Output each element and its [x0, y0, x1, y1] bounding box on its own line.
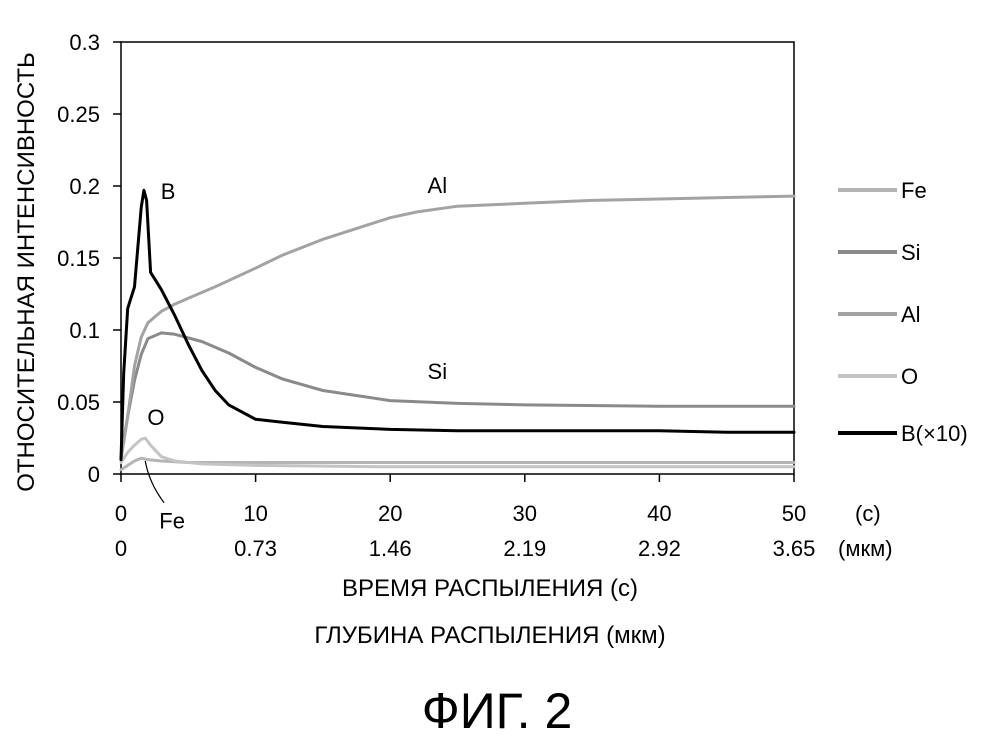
y-tick-label: 0.2 — [69, 174, 100, 199]
y-tick-label: 0.15 — [57, 246, 100, 271]
legend-label: Al — [901, 302, 921, 327]
x-axis-ticks: 0 0 10 0.73 20 1.46 30 2.19 40 2.92 50 3.65 (с) (мкм) — [115, 474, 893, 561]
legend-label: B(×10) — [901, 421, 968, 446]
x2-axis-title: ГЛУБИНА РАСПЫЛЕНИЯ (мкм) — [314, 622, 665, 649]
figure-caption: ФИГ. 2 — [422, 683, 573, 739]
x-tick-label: 10 — [243, 501, 267, 526]
series-line-b10 — [121, 190, 794, 459]
x-tick-label: 30 — [513, 501, 537, 526]
legend-label: Fe — [901, 178, 927, 203]
series-lines — [121, 190, 794, 469]
fe-label-pointer — [145, 461, 164, 503]
x2-tick-label: 3.65 — [773, 536, 816, 561]
y-axis-ticks: 0 0.05 0.1 0.15 0.2 0.25 0.3 — [57, 30, 121, 487]
plot-border — [121, 42, 794, 474]
x2-tick-label: 0 — [115, 536, 127, 561]
y-tick-label: 0.05 — [57, 390, 100, 415]
x-tick-label: 50 — [782, 501, 806, 526]
x2-tick-label: 2.19 — [503, 536, 546, 561]
annotation-label: Al — [428, 173, 448, 198]
plot-frame — [121, 42, 794, 474]
x-tick-label: 40 — [647, 501, 671, 526]
annotation-label: Fe — [159, 509, 185, 534]
x-axis-title: ВРЕМЯ РАСПЫЛЕНИЯ (с) — [342, 575, 638, 602]
legend-label: O — [901, 364, 918, 389]
series-line-al — [121, 196, 794, 460]
y-tick-label: 0.3 — [69, 30, 100, 55]
x-tick-label: 20 — [378, 501, 402, 526]
legend: Fe Si Al O B(×10) — [838, 178, 968, 446]
y-tick-label: 0.25 — [57, 102, 100, 127]
annotation-label: Si — [428, 359, 448, 384]
y-tick-label: 0 — [88, 462, 100, 487]
legend-label: Si — [901, 240, 921, 265]
y-axis-title: ОТНОСИТЕЛЬНАЯ ИНТЕНСИВНОСТЬ — [13, 52, 40, 492]
x2-unit-label: (мкм) — [838, 536, 893, 561]
y-tick-label: 0.1 — [69, 318, 100, 343]
series-line-si — [121, 333, 794, 457]
fe-pointer-line — [145, 461, 164, 503]
x2-tick-label: 2.92 — [638, 536, 681, 561]
x-unit-label: (с) — [855, 501, 881, 526]
x2-tick-label: 0.73 — [234, 536, 277, 561]
annotation-label: O — [147, 405, 164, 430]
x2-tick-label: 1.46 — [369, 536, 412, 561]
x-tick-label: 0 — [115, 501, 127, 526]
annotation-label: B — [161, 179, 176, 204]
